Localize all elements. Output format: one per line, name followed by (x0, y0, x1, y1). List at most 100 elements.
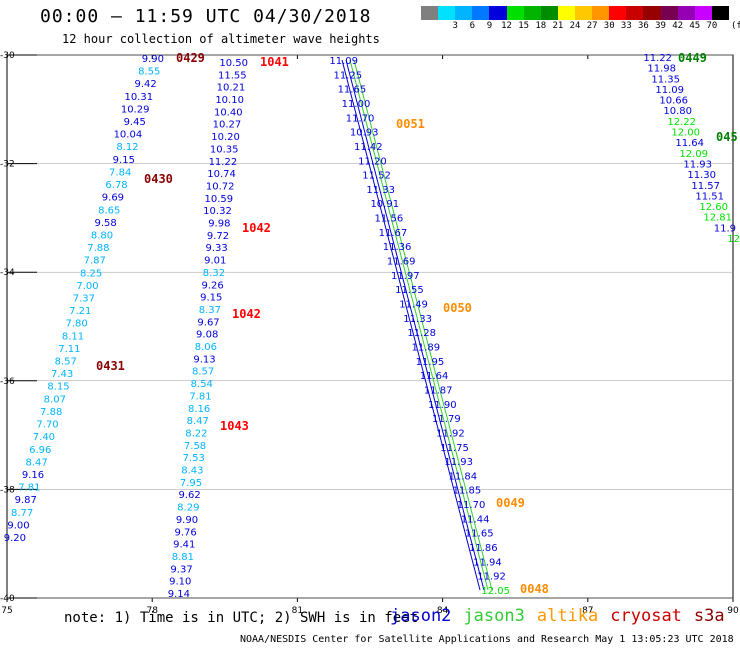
track-value: 12.22 (667, 117, 696, 128)
track-value: 8.07 (44, 394, 66, 405)
colorbar-swatch (557, 6, 575, 20)
track-value: 11.22 (643, 53, 672, 64)
legend-entry-s3a: s3a (693, 606, 725, 626)
track-value: 9.69 (102, 193, 124, 204)
track-value: 11.92 (477, 572, 506, 583)
track-value: 11.93 (444, 457, 473, 468)
track-value: 10.80 (663, 106, 692, 117)
time-labels: 0429 1041 0430 1042 1042 0431 1043 0051 0050 0049… (96, 51, 738, 596)
track-value: 9.67 (197, 317, 219, 328)
track-value: 11.42 (354, 142, 383, 153)
time-label: 0049 (496, 496, 525, 510)
track-value: 11.09 (329, 56, 358, 67)
track-value: 11.09 (655, 85, 684, 96)
track-value: 11.90 (428, 400, 457, 411)
track-value: 8.57 (55, 357, 77, 368)
track-value: 7.00 (76, 281, 98, 292)
track-value: 11.86 (469, 543, 498, 554)
colorbar-label: 33 (620, 21, 632, 31)
track-value: 11.87 (424, 385, 453, 396)
track-value: 11.69 (387, 257, 416, 268)
colorbar-label: 27 (586, 21, 598, 31)
colorbar-label: 12 (501, 21, 512, 31)
track-value: 8.80 (91, 230, 113, 241)
track-value: 7.84 (109, 167, 131, 178)
lon-tick-label: 90 (727, 606, 739, 616)
track-value: 8.37 (199, 305, 221, 316)
track-value: 11.64 (675, 138, 704, 149)
track-value: 8.47 (26, 457, 48, 468)
track-value: 9.42 (134, 79, 156, 90)
track-value: 11.55 (218, 70, 247, 81)
track-value: 7.88 (40, 407, 62, 418)
colorbar-swatch (643, 6, 661, 20)
time-label: 0050 (443, 301, 472, 315)
track-value: 6.96 (29, 445, 51, 456)
time-label: 0430 (144, 172, 173, 186)
lon-tick-label: 78 (146, 606, 158, 616)
track-value: 9.08 (196, 330, 218, 341)
track-value: 9.58 (95, 218, 117, 229)
track-value: 11.51 (695, 191, 724, 202)
colorbar-label: 9 (486, 21, 493, 31)
track-value: 8.81 (172, 552, 194, 563)
track-value: 9.16 (22, 470, 44, 481)
track-value: 7.53 (183, 453, 205, 464)
track-value: 8.22 (185, 428, 207, 439)
colorbar-swatch (506, 6, 524, 20)
lat-tick-label: -30 (0, 51, 15, 61)
track-lines (341, 59, 493, 591)
track-value: 8.57 (192, 367, 214, 378)
track-value: 10.93 (350, 128, 379, 139)
track-value: 10.32 (203, 206, 232, 217)
track-value: 11.36 (383, 242, 412, 253)
track-line (345, 59, 485, 591)
track-value: 9.14 (168, 589, 190, 600)
track-value: 11.97 (391, 271, 420, 282)
footer-note: note: 1) Time is in UTC; 2) SWH is in fe… (64, 610, 419, 626)
track-line (353, 59, 493, 591)
lat-tick-label: -34 (0, 268, 15, 278)
track-value: 8.15 (47, 382, 69, 393)
track-value: 7.81 (189, 391, 211, 402)
lat-tick-label: -40 (0, 594, 15, 604)
track-value: 9.10 (169, 577, 191, 588)
colorbar-label: 39 (655, 21, 666, 31)
track-value: 10.27 (213, 120, 242, 131)
track-value: 11.30 (687, 170, 716, 181)
track-value: 8.47 (187, 416, 209, 427)
track-value: 6.78 (105, 180, 127, 191)
track-value: 9.98 (208, 219, 230, 230)
track-value: 9.33 (206, 243, 228, 254)
track-value: 7.40 (33, 432, 55, 443)
track-value: 11.64 (420, 371, 449, 382)
track-value: 10.66 (659, 96, 688, 107)
track-value: 8.32 (203, 268, 225, 279)
track-value: 9.20 (4, 533, 26, 544)
track-value: 10.72 (206, 181, 235, 192)
colorbar-label: 21 (552, 21, 564, 31)
lon-tick-label: 75 (1, 606, 12, 616)
track-value: 9.87 (15, 495, 37, 506)
track-value: 8.43 (181, 466, 203, 477)
track-value: 12.60 (699, 202, 728, 213)
track-value: 11.20 (358, 156, 387, 167)
lon-tick-label: 87 (582, 606, 593, 616)
track-value: 11.55 (395, 285, 424, 296)
track-value: 8.55 (138, 67, 160, 78)
colorbar-label: 15 (518, 21, 530, 31)
colorbar-label: 3 (452, 21, 458, 31)
track-value: 11.95 (416, 357, 445, 368)
track-value: 11.52 (362, 171, 391, 182)
track-value: 9.01 (204, 256, 226, 267)
track-value: 11.28 (407, 328, 436, 339)
colorbar-label: 45 (689, 21, 701, 31)
page-title: 00:00 – 11:59 UTC 04/30/2018 (40, 6, 372, 27)
colorbar-swatch (421, 6, 439, 20)
track-value: 11.98 (647, 64, 676, 75)
colorbar-label: 18 (535, 21, 547, 31)
track-value: 11.44 (461, 514, 490, 525)
track-value: 11.65 (465, 529, 494, 540)
colorbar-swatch (489, 6, 507, 20)
track-value: 7.43 (51, 369, 73, 380)
